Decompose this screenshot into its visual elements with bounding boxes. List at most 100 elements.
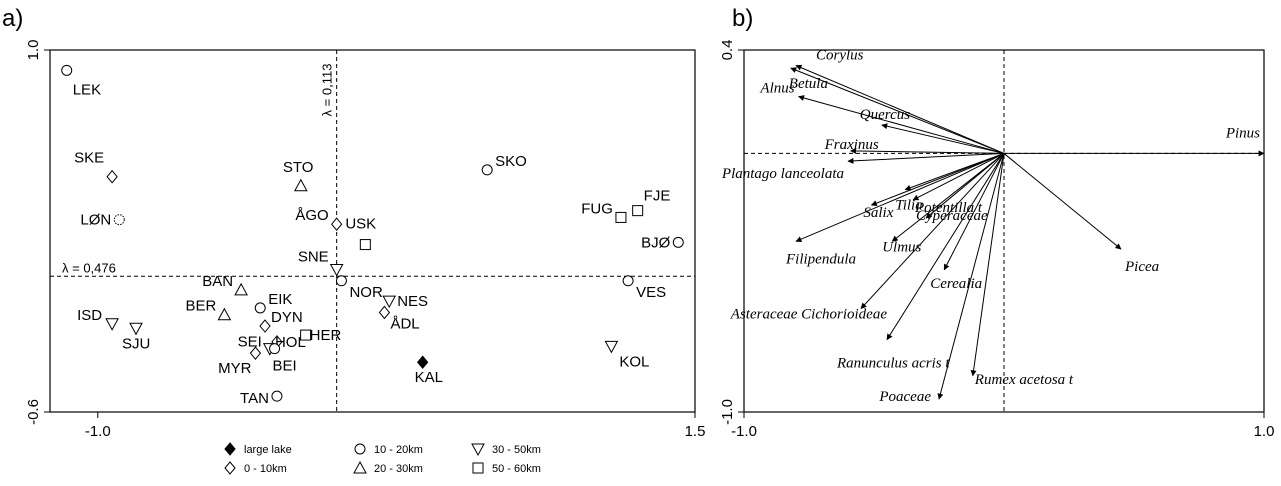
panel-label-a: a) [2,5,23,32]
taxon-label: Rumex acetosa t [974,372,1074,388]
site-point-ågo [331,217,343,231]
taxon-label: Cerealia [930,276,982,292]
taxon-label: Quercus [860,107,910,123]
arrow-filipendula [795,152,1005,243]
taxon-label: Asteraceae Cichorioideae [730,307,888,323]
site-point-myr [249,346,262,360]
site-point-ves [622,275,634,287]
site-point-tan [271,390,283,402]
taxon-label: Ranunculus acris t [836,356,950,372]
taxon-label: Tilia [895,198,923,214]
site-label: TAN [240,390,269,407]
lambda-label-vertical: λ = 0,113 [320,64,335,117]
arrow-betula [790,67,1005,154]
ordination-plot-sites: a) λ = 0,113 λ = 0,476 -1.0 1.5 1.0 -0.6 LEK… [2,5,705,475]
arrow-poaceae [937,153,1005,400]
x-tick-label: 1.0 [1254,423,1275,440]
site-point-her [300,329,312,341]
site-label: NOR [349,284,383,301]
arrow-cerealia [943,153,1005,271]
arrow-quercus [881,123,1005,154]
site-label: HER [310,327,342,344]
taxon-label: Fraxinus [824,137,879,153]
arrow-rumex-acetosa-t [970,153,1005,377]
x-tick-label: -1.0 [85,423,111,440]
legend-label: large lake [244,444,292,456]
site-label: NES [397,293,428,310]
site-label: ÅDL [390,315,419,332]
taxon-label: Alnus [759,81,794,97]
arrow-picea [1003,153,1122,250]
site-point-nes [382,295,397,309]
legend: large lake 0 - 10km 10 - 20km 20 - 30km 30 -… [224,442,541,475]
site-point-lek [61,64,73,76]
y-tick-label: -1.0 [719,399,736,425]
site-label: VES [636,284,666,301]
legend-symbol-diamond [224,461,236,475]
arrow-plantago-lanceolata [847,152,1005,164]
taxon-label: Corylus [816,48,864,64]
site-label: STO [283,159,314,176]
taxon-label: Picea [1124,259,1159,275]
arrow-ulmus [891,153,1005,242]
y-tick-label: 0.4 [719,40,736,61]
taxon-label: Ulmus [882,239,921,255]
legend-symbol-triangle-down [471,443,485,457]
site-point-fje [632,205,644,217]
arrow-alnus [798,95,1005,154]
site-label: BJØ [641,234,671,251]
taxon-label: Salix [863,205,893,221]
site-point-nor [335,275,347,287]
site-point-bjø [672,236,684,248]
legend-label: 0 - 10km [244,463,287,475]
arrow-salix [870,152,1005,206]
arrow-fraxinus [850,147,1005,154]
panel-label-b: b) [732,5,753,32]
site-point-ådl [378,305,391,320]
taxon-label: Betula [789,76,828,92]
site-label: MYR [218,360,252,377]
site-point-bei [269,343,281,355]
y-tick-label: -0.6 [25,399,42,425]
site-label: SEI [238,334,262,351]
site-label: EIK [268,291,292,308]
legend-symbol-diamond-filled [224,442,236,456]
site-point-sto [293,178,308,192]
site-label: LEK [73,81,101,98]
site-label: SKE [74,150,104,167]
site-point-eik [254,302,266,314]
arrow-corylus [795,64,1005,154]
site-label: DYN [271,309,303,326]
site-label: HOL [275,334,306,351]
x-tick-label: -1.0 [731,423,757,440]
site-label: USK [345,216,376,233]
site-point-kal [417,355,429,370]
site-label: FJE [644,188,671,205]
legend-label: 50 - 60km [492,463,541,475]
site-point-ber [217,307,232,321]
site-point-sko [481,164,493,176]
legend-label: 20 - 30km [374,463,423,475]
site-point-usk [359,239,371,251]
y-tick-label: 1.0 [25,40,42,61]
taxon-label: Poaceae [878,389,931,405]
legend-label: 10 - 20km [374,444,423,456]
legend-symbol-square [472,462,484,474]
site-label: FUG [581,200,613,217]
arrow-asteraceae-cichorioideae [860,153,1005,310]
site-label: BER [186,298,217,315]
site-label: ISD [77,307,102,324]
site-label: SJU [122,335,150,352]
site-label: KAL [415,369,443,386]
site-point-sju [129,322,143,336]
taxon-label: Plantago lanceolata [721,166,844,182]
site-point-isd [105,318,119,331]
x-tick-label: 1.5 [685,423,706,440]
taxon-label: Potentilla t [914,200,983,216]
arrow-ranunculus-acris-t [886,153,1005,341]
site-point-ske [106,169,118,184]
legend-symbol-triangle [353,460,367,474]
taxon-label: Pinus [1225,125,1260,141]
